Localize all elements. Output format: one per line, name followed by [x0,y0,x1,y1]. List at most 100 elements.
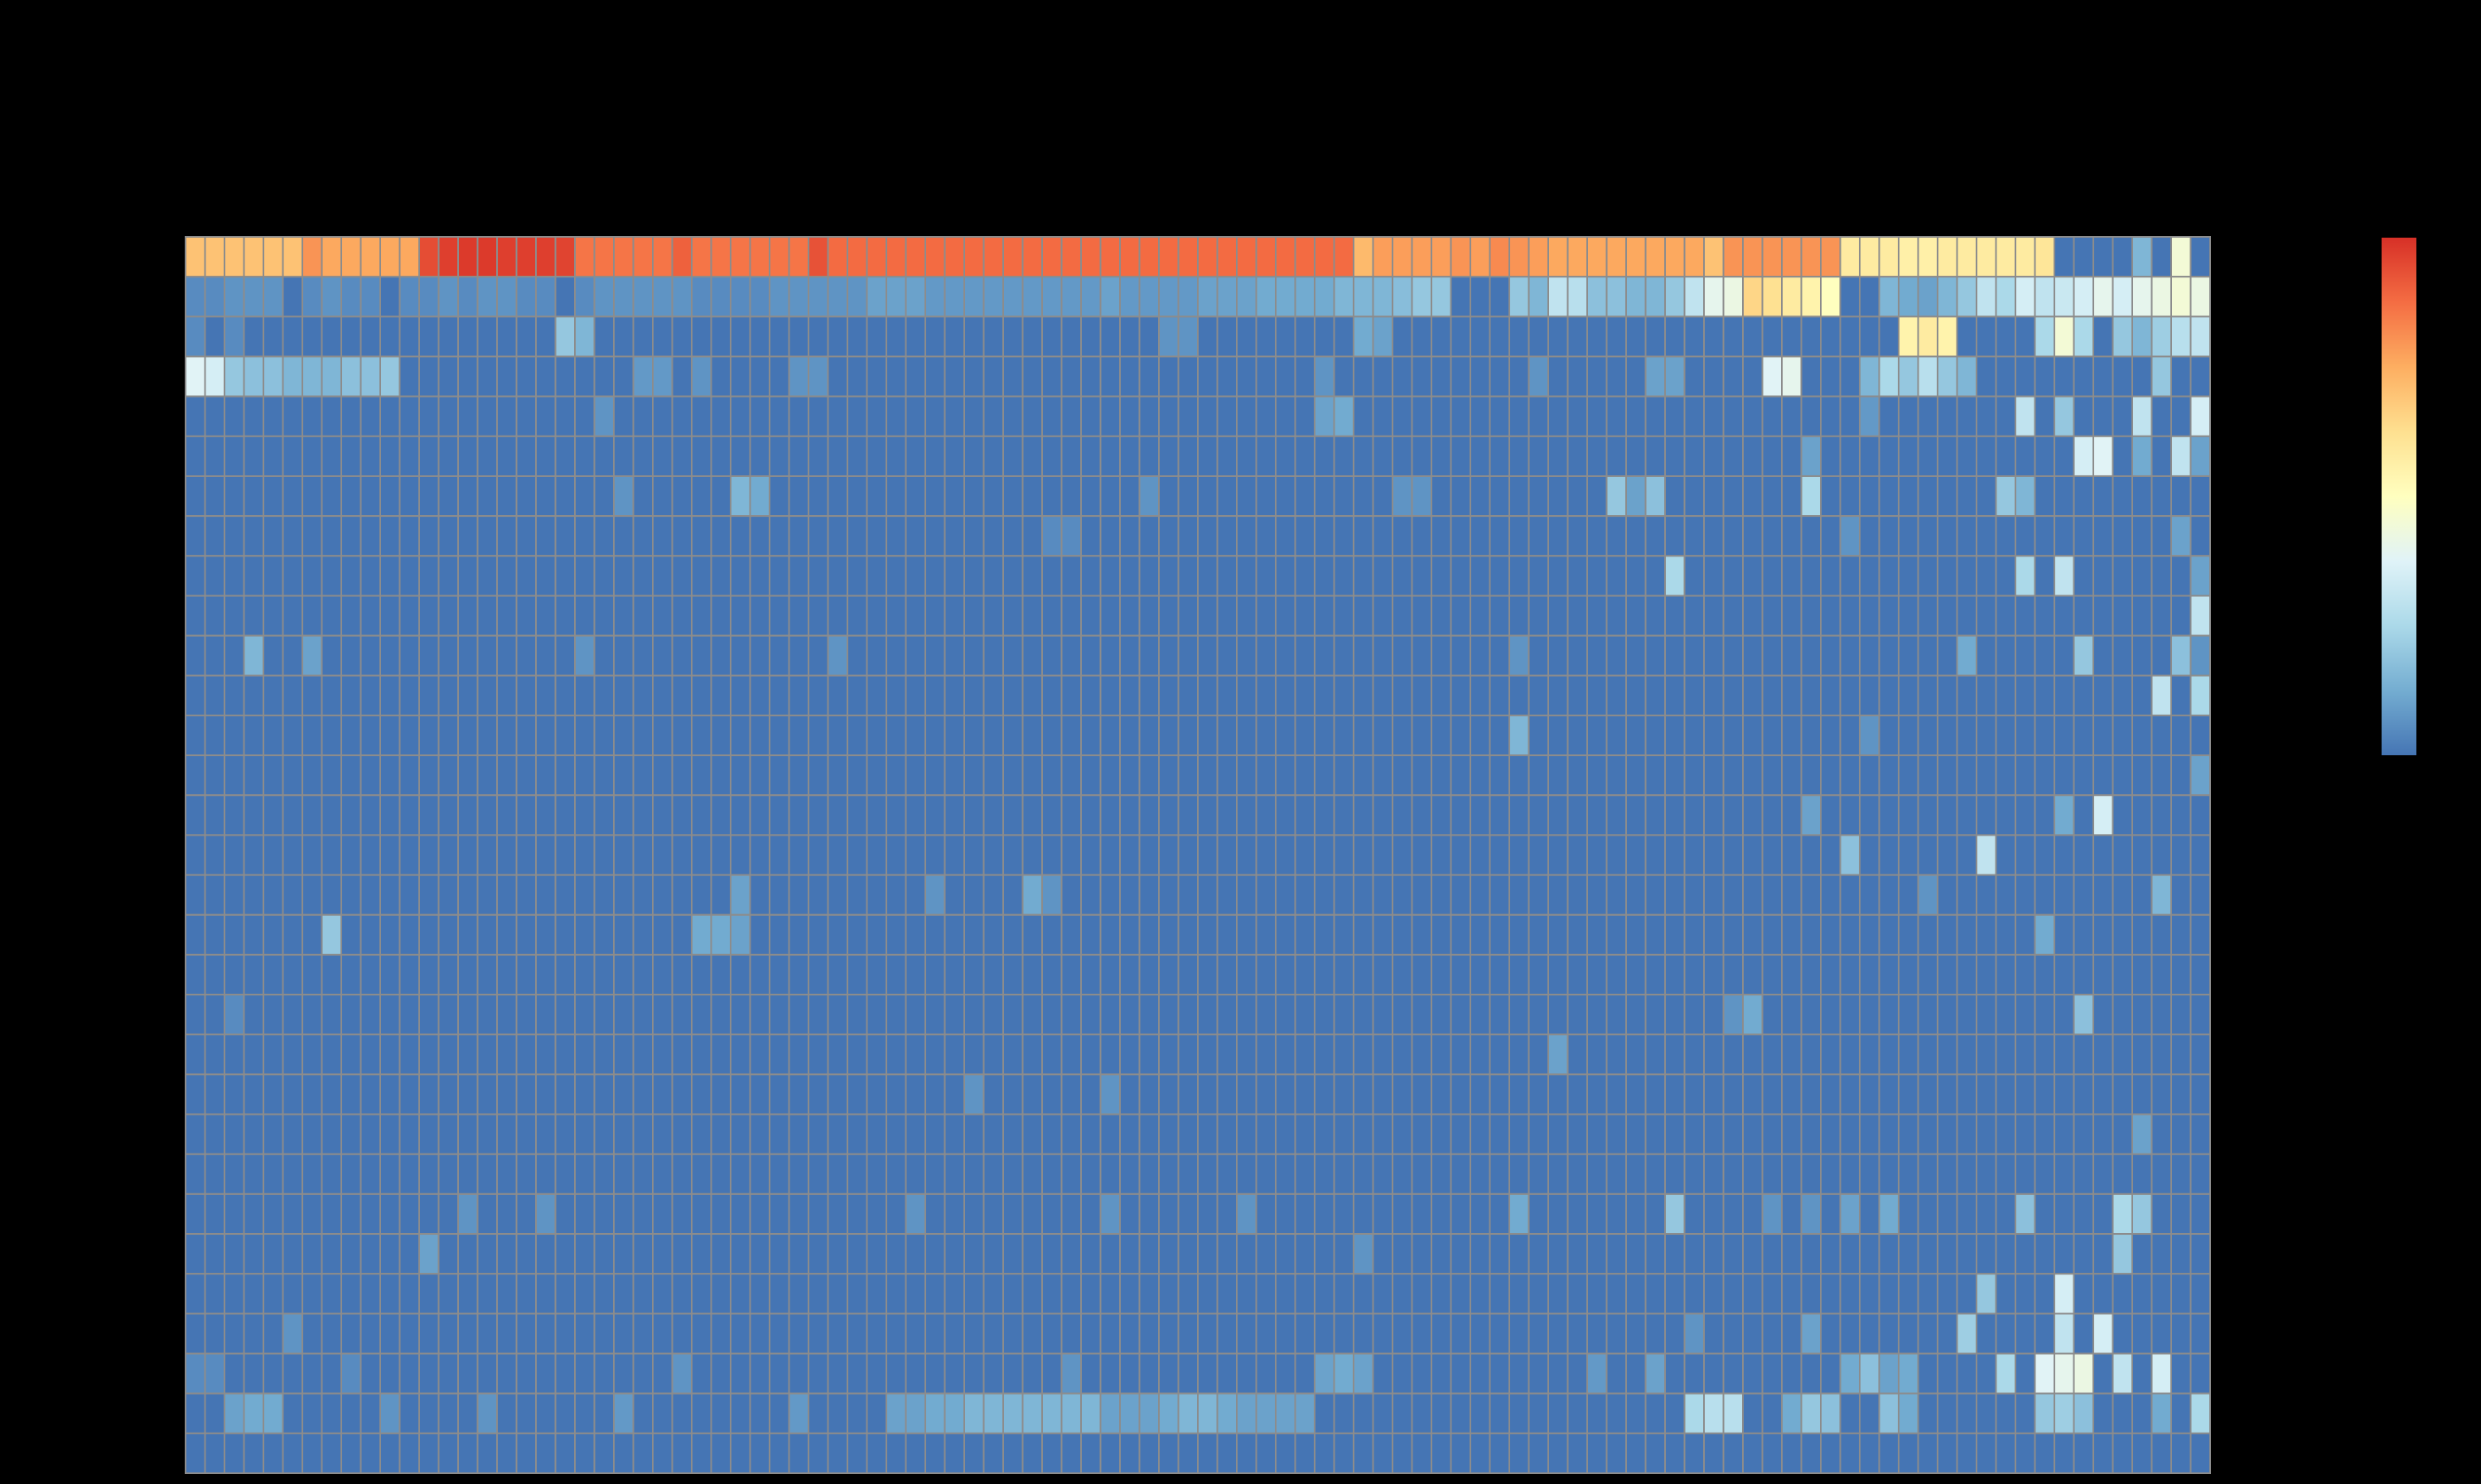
heatmap-cell-r30-c28 [730,1432,751,1474]
heatmap-cell-r14-c65 [1450,794,1471,836]
heatmap-cell-r24-c6 [302,1192,323,1236]
heatmap-cell-r6-c9 [360,475,381,518]
heatmap-cell-r18-c56 [1275,953,1296,996]
heatmap-cell-r9-c89 [1917,595,1938,637]
heatmap-cell-r18-c74 [1625,953,1647,996]
heatmap-cell-r18-c79 [1722,953,1744,996]
heatmap-cell-r3-c66 [1470,355,1491,398]
heatmap-cell-r24-c1 [204,1192,225,1236]
heatmap-cell-r18-c71 [1566,953,1588,996]
heatmap-cell-r21-c71 [1566,1073,1588,1115]
heatmap-cell-r16-c68 [1508,874,1530,916]
heatmap-cell-r28-c30 [769,1352,790,1395]
heatmap-cell-r1-c85 [1839,276,1861,318]
heatmap-cell-r5-c78 [1703,435,1725,477]
heatmap-cell-r19-c32 [808,994,829,1036]
heatmap-cell-r3-c14 [457,355,479,398]
heatmap-cell-r8-c97 [2073,555,2094,597]
heatmap-cell-r19-c22 [613,994,635,1036]
heatmap-cell-r3-c54 [1236,355,1257,398]
heatmap-cell-r7-c24 [652,515,673,557]
heatmap-cell-r18-c89 [1917,953,1938,996]
heatmap-cell-r2-c47 [1099,316,1121,358]
heatmap-cell-r25-c19 [554,1233,576,1275]
heatmap-cell-r27-c95 [2034,1313,2055,1355]
heatmap-cell-r26-c55 [1255,1273,1277,1315]
heatmap-cell-r13-c4 [263,754,284,797]
heatmap-cell-r18-c0 [185,953,206,996]
heatmap-cell-r25-c101 [2150,1233,2172,1275]
heatmap-cell-r4-c31 [788,395,809,437]
heatmap-cell-r13-c94 [2015,754,2036,797]
heatmap-cell-r4-c86 [1859,395,1880,437]
heatmap-cell-r20-c40 [963,1034,985,1076]
heatmap-cell-r7-c16 [496,515,518,557]
heatmap-cell-r18-c55 [1255,953,1277,996]
heatmap-cell-r14-c98 [2092,794,2114,836]
heatmap-cell-r24-c16 [496,1192,518,1236]
heatmap-cell-r10-c39 [944,634,965,677]
heatmap-cell-r1-c79 [1722,276,1744,318]
heatmap-cell-r8-c85 [1839,555,1861,597]
heatmap-cell-r7-c5 [282,515,303,557]
heatmap-cell-r26-c79 [1722,1273,1744,1315]
heatmap-cell-r22-c98 [2092,1113,2114,1155]
heatmap-cell-r16-c62 [1392,874,1413,916]
heatmap-cell-r18-c90 [1937,953,1958,996]
heatmap-cell-r3-c12 [418,355,440,398]
heatmap-cell-r12-c24 [652,714,673,757]
heatmap-cell-r15-c46 [1080,834,1102,876]
heatmap-cell-r26-c95 [2034,1273,2055,1315]
heatmap-cell-r15-c47 [1099,834,1121,876]
heatmap-cell-r15-c81 [1761,834,1783,876]
heatmap-cell-r2-c3 [243,316,264,358]
heatmap-cell-r6-c73 [1605,475,1627,518]
heatmap-cell-r20-c10 [379,1034,401,1076]
heatmap-cell-r10-c103 [2189,634,2211,677]
heatmap-cell-r6-c64 [1431,475,1452,518]
heatmap-cell-r27-c35 [866,1313,887,1355]
heatmap-cell-r29-c19 [554,1392,576,1434]
heatmap-cell-r11-c93 [1995,674,2016,716]
heatmap-cell-r18-c39 [944,953,965,996]
heatmap-cell-r16-c44 [1041,874,1063,916]
heatmap-cell-r15-c30 [769,834,790,876]
heatmap-cell-r24-c63 [1411,1192,1432,1236]
heatmap-cell-r27-c73 [1605,1313,1627,1355]
heatmap-cell-r1-c74 [1625,276,1647,318]
heatmap-cell-r1-c72 [1586,276,1608,318]
heatmap-cell-r3-c94 [2015,355,2036,398]
heatmap-cell-r13-c50 [1158,754,1180,797]
heatmap-cell-r3-c31 [788,355,809,398]
heatmap-cell-r6-c43 [1021,475,1043,518]
heatmap-cell-r30-c58 [1314,1432,1335,1474]
heatmap-cell-r5-c103 [2189,435,2211,477]
heatmap-cell-r8-c69 [1528,555,1549,597]
heatmap-cell-r2-c77 [1683,316,1705,358]
heatmap-cell-r20-c28 [730,1034,751,1076]
heatmap-cell-r16-c63 [1411,874,1432,916]
heatmap-cell-r6-c97 [2073,475,2094,518]
heatmap-cell-r6-c74 [1625,475,1647,518]
heatmap-cell-r5-c95 [2034,435,2055,477]
heatmap-cell-r10-c35 [866,634,887,677]
heatmap-cell-r14-c90 [1937,794,1958,836]
heatmap-cell-r19-c44 [1041,994,1063,1036]
heatmap-cell-r12-c73 [1605,714,1627,757]
heatmap-cell-r19-c91 [1956,994,1977,1036]
heatmap-cell-r26-c102 [2170,1273,2192,1315]
heatmap-cell-r4-c2 [224,395,245,437]
heatmap-cell-r5-c31 [788,435,809,477]
heatmap-cell-r1-c90 [1937,276,1958,318]
heatmap-cell-r16-c69 [1528,874,1549,916]
heatmap-cell-r22-c19 [554,1113,576,1155]
heatmap-cell-r6-c83 [1800,475,1822,518]
heatmap-cell-r21-c60 [1353,1073,1374,1115]
heatmap-cell-r9-c84 [1820,595,1841,637]
heatmap-cell-r28-c10 [379,1352,401,1395]
heatmap-cell-r10-c69 [1528,634,1549,677]
heatmap-cell-r6-c18 [535,475,557,518]
heatmap-cell-r15-c75 [1644,834,1666,876]
heatmap-cell-r26-c60 [1353,1273,1374,1315]
heatmap-cell-r24-c103 [2189,1192,2211,1236]
